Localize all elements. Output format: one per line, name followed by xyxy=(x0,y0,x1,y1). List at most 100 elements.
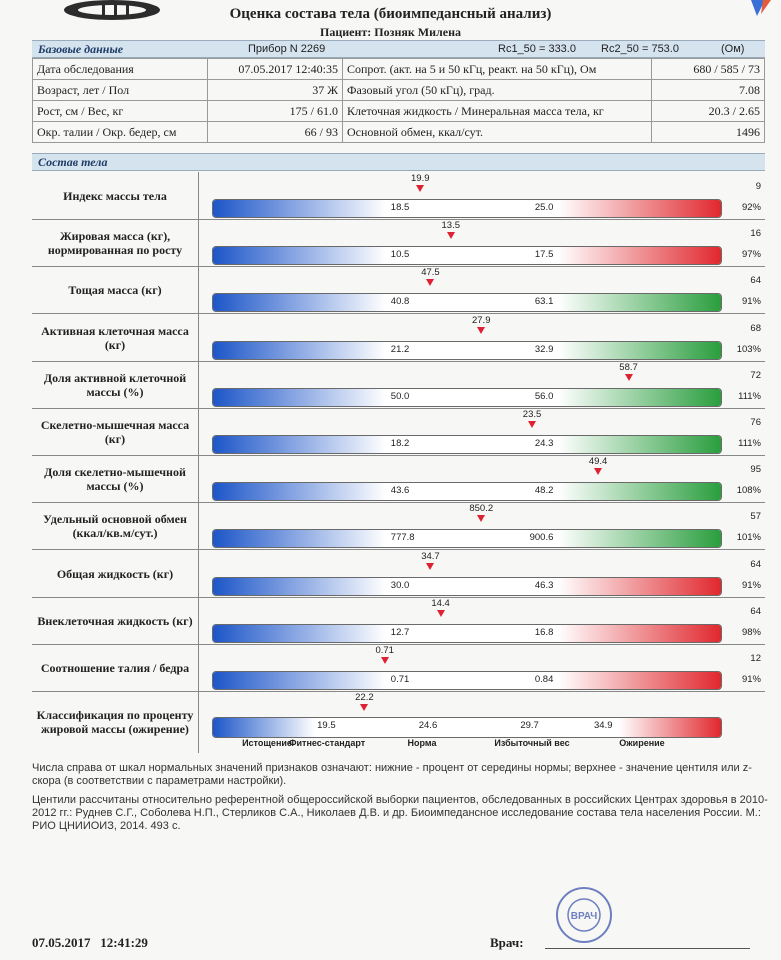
base-value: 66 / 93 xyxy=(207,121,343,143)
metric-label: Доля активной клеточной массы (%) xyxy=(32,361,199,408)
composition-row: Доля активной клеточной массы (%) 58.7 72 1… xyxy=(32,361,765,409)
metric-value: 850.2 xyxy=(469,503,494,514)
norm-high-tick: 24.3 xyxy=(534,438,554,449)
norm-low-tick: 43.6 xyxy=(390,485,410,496)
norm-scale-bar: 18.5 25.0 xyxy=(212,199,722,218)
metric-label: Жировая масса (кг), нормированная по рос… xyxy=(32,219,199,266)
metric-label: Скелетно-мышечная масса (кг) xyxy=(32,408,199,455)
norm-low-tick: 777.8 xyxy=(390,532,415,543)
value-marker-icon xyxy=(360,704,369,711)
note-paragraph: Центили рассчитаны относительно референт… xyxy=(32,794,768,832)
norm-low-tick: 12.7 xyxy=(390,627,410,638)
norm-high-tick: 900.6 xyxy=(529,532,554,543)
value-marker-icon xyxy=(624,374,633,381)
above-norm-zone xyxy=(558,342,721,359)
base-label: Окр. талии / Окр. бедер, см xyxy=(32,121,208,143)
base-value: 20.3 / 2.65 xyxy=(651,100,765,122)
patient-name: Пациент: Позняк Милена xyxy=(320,25,461,39)
centile-value: 64 xyxy=(750,275,761,286)
zone-label: Истощение xyxy=(242,738,292,748)
norm-zone xyxy=(385,200,559,217)
classification-tick: 19.5 xyxy=(317,720,336,731)
norm-low-tick: 50.0 xyxy=(390,391,410,402)
norm-zone xyxy=(385,436,559,453)
classification-zone xyxy=(619,718,721,737)
centile-value: 95 xyxy=(750,464,761,475)
below-norm-zone xyxy=(213,672,386,689)
composition-row: Скелетно-мышечная масса (кг) 23.5 76 111% 18… xyxy=(32,408,765,456)
metric-value: 58.7 xyxy=(619,362,638,373)
norm-scale-bar: 12.7 16.8 xyxy=(212,624,722,643)
base-value: 7.08 xyxy=(651,79,765,101)
base-label: Рост, см / Вес, кг xyxy=(32,100,208,122)
norm-zone xyxy=(385,294,559,311)
zone-label: Норма xyxy=(407,738,437,748)
classification-tick: 24.6 xyxy=(418,720,438,731)
brand-mark-icon xyxy=(751,0,771,16)
base-value: 1496 xyxy=(651,121,765,143)
metric-label: Внеклеточная жидкость (кг) xyxy=(32,597,199,644)
value-marker-icon xyxy=(416,185,425,192)
composition-row: Внеклеточная жидкость (кг) 14.4 64 98% 12.7 1… xyxy=(32,597,765,645)
metric-value: 0.71 xyxy=(375,645,394,656)
centile-value: 16 xyxy=(750,228,761,239)
norm-high-tick: 48.2 xyxy=(534,485,554,496)
composition-row: Активная клеточная масса (кг) 27.9 68 103% 2… xyxy=(32,314,765,362)
below-norm-zone xyxy=(213,342,386,359)
device-number: Прибор N 2269 xyxy=(248,43,326,55)
centile-value: 9 xyxy=(755,181,761,192)
norm-low-tick: 18.2 xyxy=(390,438,410,449)
composition-band: Состав тела xyxy=(32,153,765,171)
above-norm-zone xyxy=(558,578,721,595)
norm-zone xyxy=(385,483,559,500)
zone-labels: Истощение Фитнес-стандарт Норма Избыточный … xyxy=(32,738,765,750)
zone-label: Избыточный вес xyxy=(494,738,570,748)
metric-value: 47.5 xyxy=(421,267,440,278)
metric-label: Индекс массы тела xyxy=(32,172,199,219)
value-marker-icon xyxy=(426,279,435,286)
norm-scale-bar: 21.2 32.9 xyxy=(212,341,722,360)
classification-zone xyxy=(213,718,316,737)
below-norm-zone xyxy=(213,200,386,217)
metric-value: 14.4 xyxy=(431,598,450,609)
norm-high-tick: 32.9 xyxy=(534,344,554,355)
composition-row: Общая жидкость (кг) 34.7 64 91% 30.0 46.3 xyxy=(32,550,765,598)
report-title: Оценка состава тела (биоимпедансный анал… xyxy=(229,6,552,22)
metric-value: 13.5 xyxy=(441,220,461,231)
base-label: Основной обмен, ккал/сут. xyxy=(342,121,652,143)
norm-percent: 111% xyxy=(738,391,761,402)
base-data-table: Дата обследования 07.05.2017 12:40:35 Сопр… xyxy=(32,58,765,143)
above-norm-zone xyxy=(558,247,721,264)
value-marker-icon xyxy=(436,610,445,617)
above-norm-zone xyxy=(558,672,721,689)
metric-value: 34.7 xyxy=(421,551,440,562)
norm-low-tick: 0.71 xyxy=(390,674,410,685)
norm-zone xyxy=(385,530,559,547)
base-value: 37 Ж xyxy=(207,79,343,101)
below-norm-zone xyxy=(213,247,386,264)
below-norm-zone xyxy=(213,483,386,500)
metric-label: Тощая масса (кг) xyxy=(32,266,199,313)
above-norm-zone xyxy=(558,200,721,217)
norm-percent: 98% xyxy=(741,627,761,638)
print-datetime: 07.05.2017 12:41:29 xyxy=(32,935,148,950)
rc2-value: Rc2_50 = 753.0 xyxy=(601,43,679,55)
centile-value: 64 xyxy=(750,559,761,570)
norm-zone xyxy=(385,625,559,642)
norm-high-tick: 0.84 xyxy=(534,674,554,685)
base-data-section: Базовые данные Прибор N 2269 Rc1_50 = 33… xyxy=(32,40,765,143)
base-value: 175 / 61.0 xyxy=(207,100,343,122)
base-label: Возраст, лет / Пол xyxy=(32,79,208,101)
classification-tick: 34.9 xyxy=(594,720,613,731)
composition-row: Индекс массы тела 19.9 9 92% 18.5 25.0 xyxy=(32,172,765,220)
norm-percent: 101% xyxy=(736,532,761,543)
doctor-label: Врач: xyxy=(490,935,524,950)
below-norm-zone xyxy=(213,294,386,311)
base-row: Окр. талии / Окр. бедер, см 66 / 93 Основн… xyxy=(32,121,765,143)
value-marker-icon xyxy=(426,563,435,570)
norm-high-tick: 17.5 xyxy=(534,249,554,260)
above-norm-zone xyxy=(558,625,721,642)
section-title: Состав тела xyxy=(38,154,108,169)
norm-zone xyxy=(385,578,559,595)
classification-row: Классификация по проценту жировой массы … xyxy=(32,691,765,753)
